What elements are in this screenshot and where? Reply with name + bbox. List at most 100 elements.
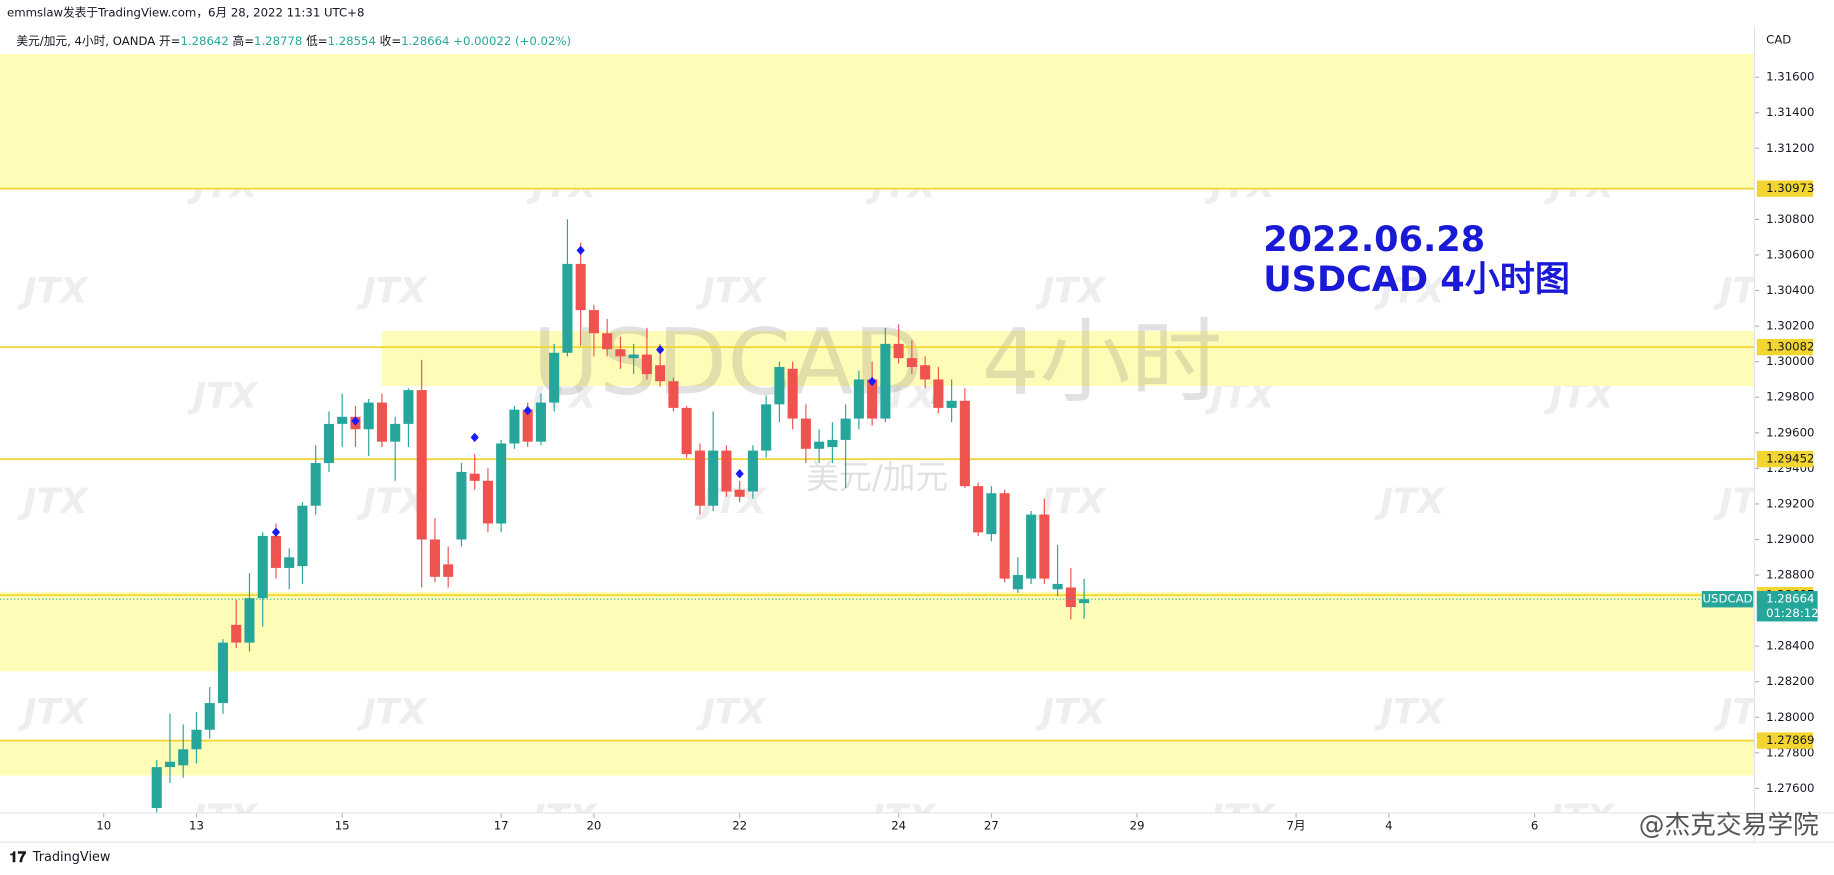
candle [469, 454, 480, 490]
candle-body [1052, 583, 1063, 590]
tile-watermark: JTX [1713, 481, 1785, 522]
candle [893, 324, 904, 364]
candle-body [1012, 575, 1023, 590]
y-tick-label: 1.30600 [1766, 247, 1814, 261]
candle-body [641, 354, 652, 375]
candle-body [244, 598, 255, 643]
candle-body [257, 535, 268, 599]
candle [853, 370, 864, 430]
y-tick-label: 1.30800 [1766, 212, 1814, 226]
candle [668, 377, 679, 412]
candle [562, 219, 573, 357]
annotation-title: USDCAD 4小时图 [1263, 259, 1570, 300]
candle-body [814, 441, 825, 449]
x-tick-label: 20 [586, 818, 601, 832]
level-label: 1.29452 [1756, 450, 1815, 468]
ohlc-value: 1.28664 [401, 33, 449, 47]
zone [0, 591, 1755, 672]
candle [840, 404, 851, 488]
tile-watermark: JTX [1544, 797, 1616, 838]
candle [178, 724, 189, 778]
zone [0, 740, 1755, 776]
last-name: USDCAD [1702, 592, 1752, 606]
level-label-box [1756, 338, 1813, 356]
candle [297, 502, 308, 584]
level-label-box [1756, 732, 1813, 749]
candle [390, 416, 401, 481]
y-tick-label: 1.28000 [1766, 710, 1814, 724]
candle [946, 379, 957, 423]
tile-watermark: JTX [1035, 692, 1107, 733]
candle-body [562, 263, 573, 353]
candle-body [986, 493, 997, 535]
candle-body [721, 450, 732, 492]
x-tick-label: 22 [732, 818, 747, 832]
candle-body [575, 263, 586, 311]
candle [191, 711, 202, 764]
candle-body [906, 358, 917, 368]
candle [694, 443, 705, 515]
candle [549, 343, 560, 412]
y-tick-label: 1.31200 [1766, 141, 1814, 155]
candle-body [867, 379, 878, 419]
x-tick-label: 4 [1385, 818, 1392, 832]
signal-marker [523, 405, 532, 416]
candle [1079, 578, 1090, 619]
candle [761, 395, 772, 458]
candle-body [628, 354, 639, 359]
candle [920, 356, 931, 389]
tile-watermark: JTX [1374, 270, 1446, 311]
candle-body [734, 489, 745, 497]
candle-body [708, 450, 719, 506]
countdown: 01:28:12 [1766, 606, 1819, 620]
candle-body [615, 349, 626, 357]
signal-marker [271, 527, 281, 537]
candle-body [800, 418, 811, 449]
y-tick-label: 1.29200 [1766, 496, 1814, 510]
y-tick-label: 1.27600 [1766, 781, 1814, 795]
candle-body [602, 333, 613, 350]
symbol: 美元/加元, 4小时, OANDA [16, 33, 155, 47]
candle [204, 687, 215, 739]
candle-body [429, 539, 440, 577]
signal-marker [656, 345, 665, 355]
x-tick-label: 24 [891, 818, 906, 832]
credit: @杰克交易学院 [1639, 810, 1819, 840]
annotation-date: 2022.06.28 [1263, 219, 1485, 260]
candle-body [933, 379, 944, 408]
ohlc-label: 开= [159, 33, 180, 47]
candle-body [496, 443, 507, 524]
candle-body [535, 402, 546, 442]
ohlc-label: 高= [233, 33, 254, 47]
candle [734, 480, 745, 503]
candle-body [588, 310, 599, 334]
candle-body [337, 416, 348, 424]
signal-marker [868, 376, 877, 387]
signal-marker [735, 469, 744, 479]
ohlc-value: 1.28778 [254, 33, 302, 47]
brand: 𝟏𝟕 TradingView [9, 848, 110, 866]
candle-body [297, 505, 308, 567]
candle [337, 393, 348, 448]
candle [310, 445, 321, 515]
candle [350, 406, 361, 448]
candle-body [787, 368, 798, 419]
candle-body [1079, 599, 1090, 604]
candle [1012, 557, 1023, 593]
candle [681, 406, 692, 458]
candle-body [880, 343, 891, 419]
candle-body [747, 450, 758, 492]
ohlc-value: 1.28642 [180, 33, 228, 47]
candle [708, 411, 719, 512]
candle-body [469, 473, 480, 481]
candle-body [774, 367, 785, 405]
candle-body [323, 423, 334, 464]
candle-body [1065, 587, 1076, 608]
ohlc-label: 收= [380, 33, 401, 47]
candle-body [509, 409, 520, 444]
y-tick-label: 1.28400 [1766, 639, 1814, 653]
candle [496, 439, 507, 533]
candle [164, 713, 176, 784]
candle [906, 340, 917, 375]
candle [416, 359, 427, 588]
